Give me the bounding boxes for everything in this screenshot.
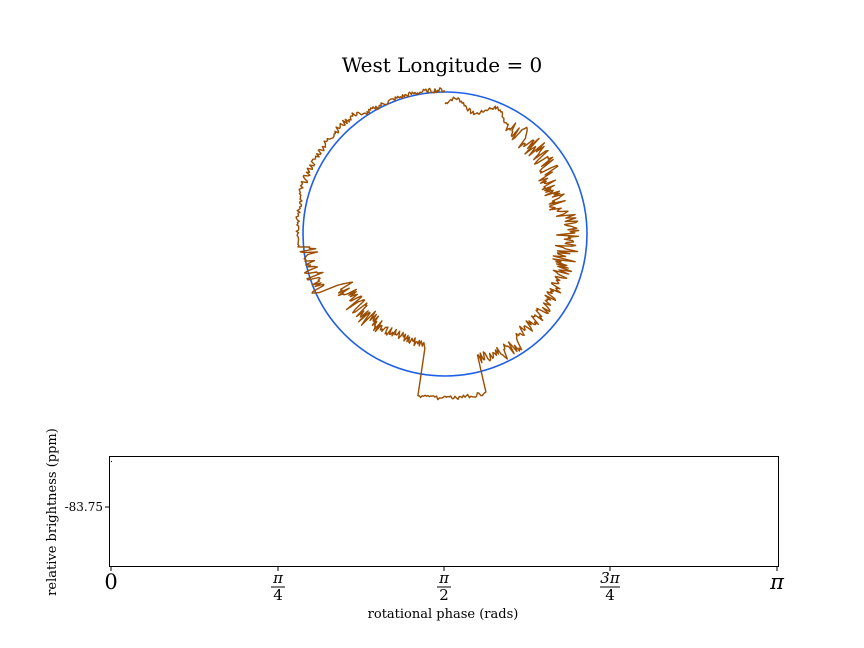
- globe-plot: [295, 87, 588, 401]
- xtick-pi-2-num: π: [438, 569, 450, 587]
- surface-profile-line: [295, 87, 580, 401]
- y-axis-label: relative brightness (ppm): [45, 428, 60, 596]
- xtick-pi-2: π 2: [437, 567, 451, 604]
- globe-title: West Longitude = 0: [342, 53, 543, 77]
- xtick-pi-4: π 4: [271, 567, 285, 604]
- lightcurve-axes: -83.75 0 π 4 π 2 3π 4 π rotati: [45, 428, 785, 622]
- ytick-label: -83.75: [65, 500, 103, 514]
- xtick-3pi-4-num: 3π: [600, 569, 621, 587]
- xtick-pi: π: [769, 567, 785, 594]
- lightcurve-point: [110, 460, 113, 463]
- xtick-pi-4-num: π: [272, 569, 284, 587]
- xtick-pi-4-den: 4: [273, 586, 283, 604]
- xtick-label-pi: π: [769, 570, 785, 594]
- xtick-pi-2-den: 2: [439, 586, 449, 604]
- xtick-3pi-4: 3π 4: [600, 567, 621, 604]
- reference-circle: [302, 91, 588, 377]
- plot-frame: [109, 456, 779, 567]
- xtick-0: 0: [104, 567, 118, 594]
- xtick-3pi-4-den: 4: [605, 586, 615, 604]
- xtick-label-0: 0: [104, 570, 117, 594]
- x-axis-label: rotational phase (rads): [368, 607, 519, 622]
